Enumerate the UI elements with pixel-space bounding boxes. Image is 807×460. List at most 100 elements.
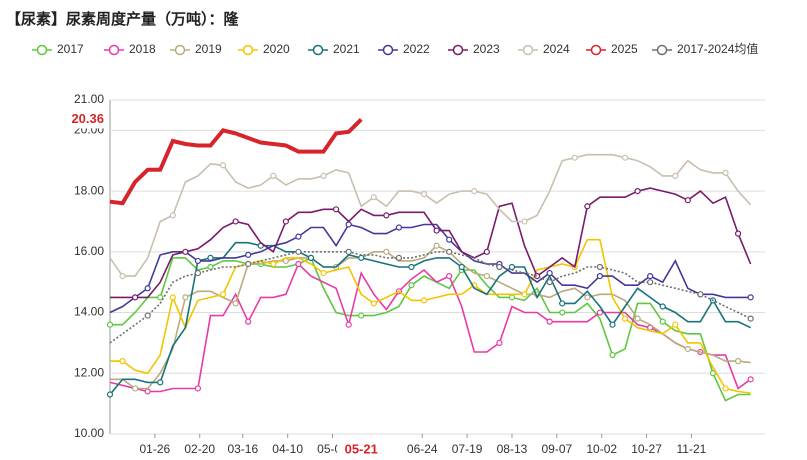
legend-label: 2022	[403, 42, 430, 56]
y-highlight-label: 20.36	[71, 111, 104, 126]
series-line	[109, 117, 363, 206]
point	[747, 294, 754, 301]
x-tick-label: 07-19	[452, 442, 483, 456]
y-tick-label: 16.00	[74, 244, 104, 258]
point	[182, 294, 189, 301]
point	[584, 203, 591, 210]
point	[747, 376, 754, 383]
y-tick-label: 18.00	[74, 183, 104, 197]
series	[109, 117, 363, 206]
point	[119, 358, 126, 365]
point	[169, 212, 176, 219]
point	[408, 263, 415, 271]
legend-item: 2018	[104, 42, 156, 56]
point	[358, 254, 365, 261]
point	[345, 321, 352, 328]
point	[722, 385, 729, 392]
point	[132, 294, 139, 301]
point	[219, 162, 227, 169]
series	[110, 238, 751, 394]
point	[245, 260, 252, 268]
point	[358, 312, 365, 319]
series-line	[109, 262, 752, 393]
point	[383, 248, 390, 255]
y-tick-label: 14.00	[74, 305, 104, 319]
legend-swatch	[242, 44, 254, 56]
x-tick-label: 10-02	[586, 442, 617, 456]
point	[634, 187, 641, 195]
point	[697, 291, 704, 298]
point	[307, 254, 315, 261]
series	[109, 248, 754, 344]
series-line	[109, 251, 751, 344]
point	[446, 248, 453, 255]
series	[109, 221, 754, 314]
point	[521, 218, 528, 225]
legend-label: 2020	[263, 42, 290, 56]
point	[684, 345, 691, 353]
legend-label: 2019	[195, 42, 222, 56]
point	[533, 273, 541, 280]
point	[119, 273, 126, 280]
point	[734, 358, 742, 365]
point	[144, 388, 151, 395]
point	[282, 218, 289, 225]
point	[709, 370, 717, 377]
point	[157, 294, 164, 301]
series	[106, 241, 751, 398]
legend-label: 2021	[333, 42, 360, 56]
point	[320, 269, 327, 277]
series	[109, 260, 754, 395]
point	[295, 233, 302, 240]
legend-item: 2020	[238, 42, 290, 56]
point	[270, 260, 277, 268]
x-tick-label: 04-10	[272, 442, 303, 456]
point	[395, 224, 403, 231]
point	[496, 263, 503, 271]
point	[659, 303, 666, 310]
point	[245, 318, 252, 325]
x-tick-label: 02-20	[184, 442, 215, 456]
point	[157, 379, 164, 386]
series	[110, 242, 751, 392]
point	[194, 385, 202, 392]
point	[446, 273, 453, 280]
point	[496, 339, 503, 347]
point	[408, 282, 415, 289]
series-line	[110, 256, 751, 402]
legend-item: 2021	[308, 42, 360, 56]
point	[471, 187, 478, 195]
point	[194, 269, 202, 277]
point	[182, 248, 189, 255]
legend-swatch	[656, 44, 668, 56]
point	[383, 212, 390, 219]
point	[345, 248, 352, 255]
x-tick-label: 11-21	[677, 442, 707, 456]
point	[546, 269, 553, 277]
series	[109, 153, 752, 280]
point	[232, 218, 239, 225]
point	[458, 263, 465, 271]
legend-label: 2018	[129, 42, 156, 56]
point	[270, 172, 277, 180]
x-tick-label: 06-24	[407, 442, 438, 456]
x-tick-label: 03-16	[227, 442, 258, 456]
point	[559, 300, 566, 307]
point	[446, 236, 453, 243]
point	[320, 172, 327, 180]
legend-swatch	[36, 44, 48, 56]
point	[245, 251, 252, 258]
point	[420, 191, 428, 198]
point	[144, 285, 151, 292]
legend-swatch	[108, 44, 120, 56]
legend-item: 2017	[32, 42, 84, 56]
point	[672, 172, 679, 180]
x-highlight-label: 05-21	[345, 441, 378, 456]
point	[333, 206, 340, 213]
point	[609, 321, 616, 328]
series	[110, 187, 752, 301]
series-line	[110, 238, 751, 394]
point	[194, 257, 202, 265]
legend-label: 2017	[57, 42, 84, 56]
x-tick-label: 08-13	[497, 442, 528, 456]
